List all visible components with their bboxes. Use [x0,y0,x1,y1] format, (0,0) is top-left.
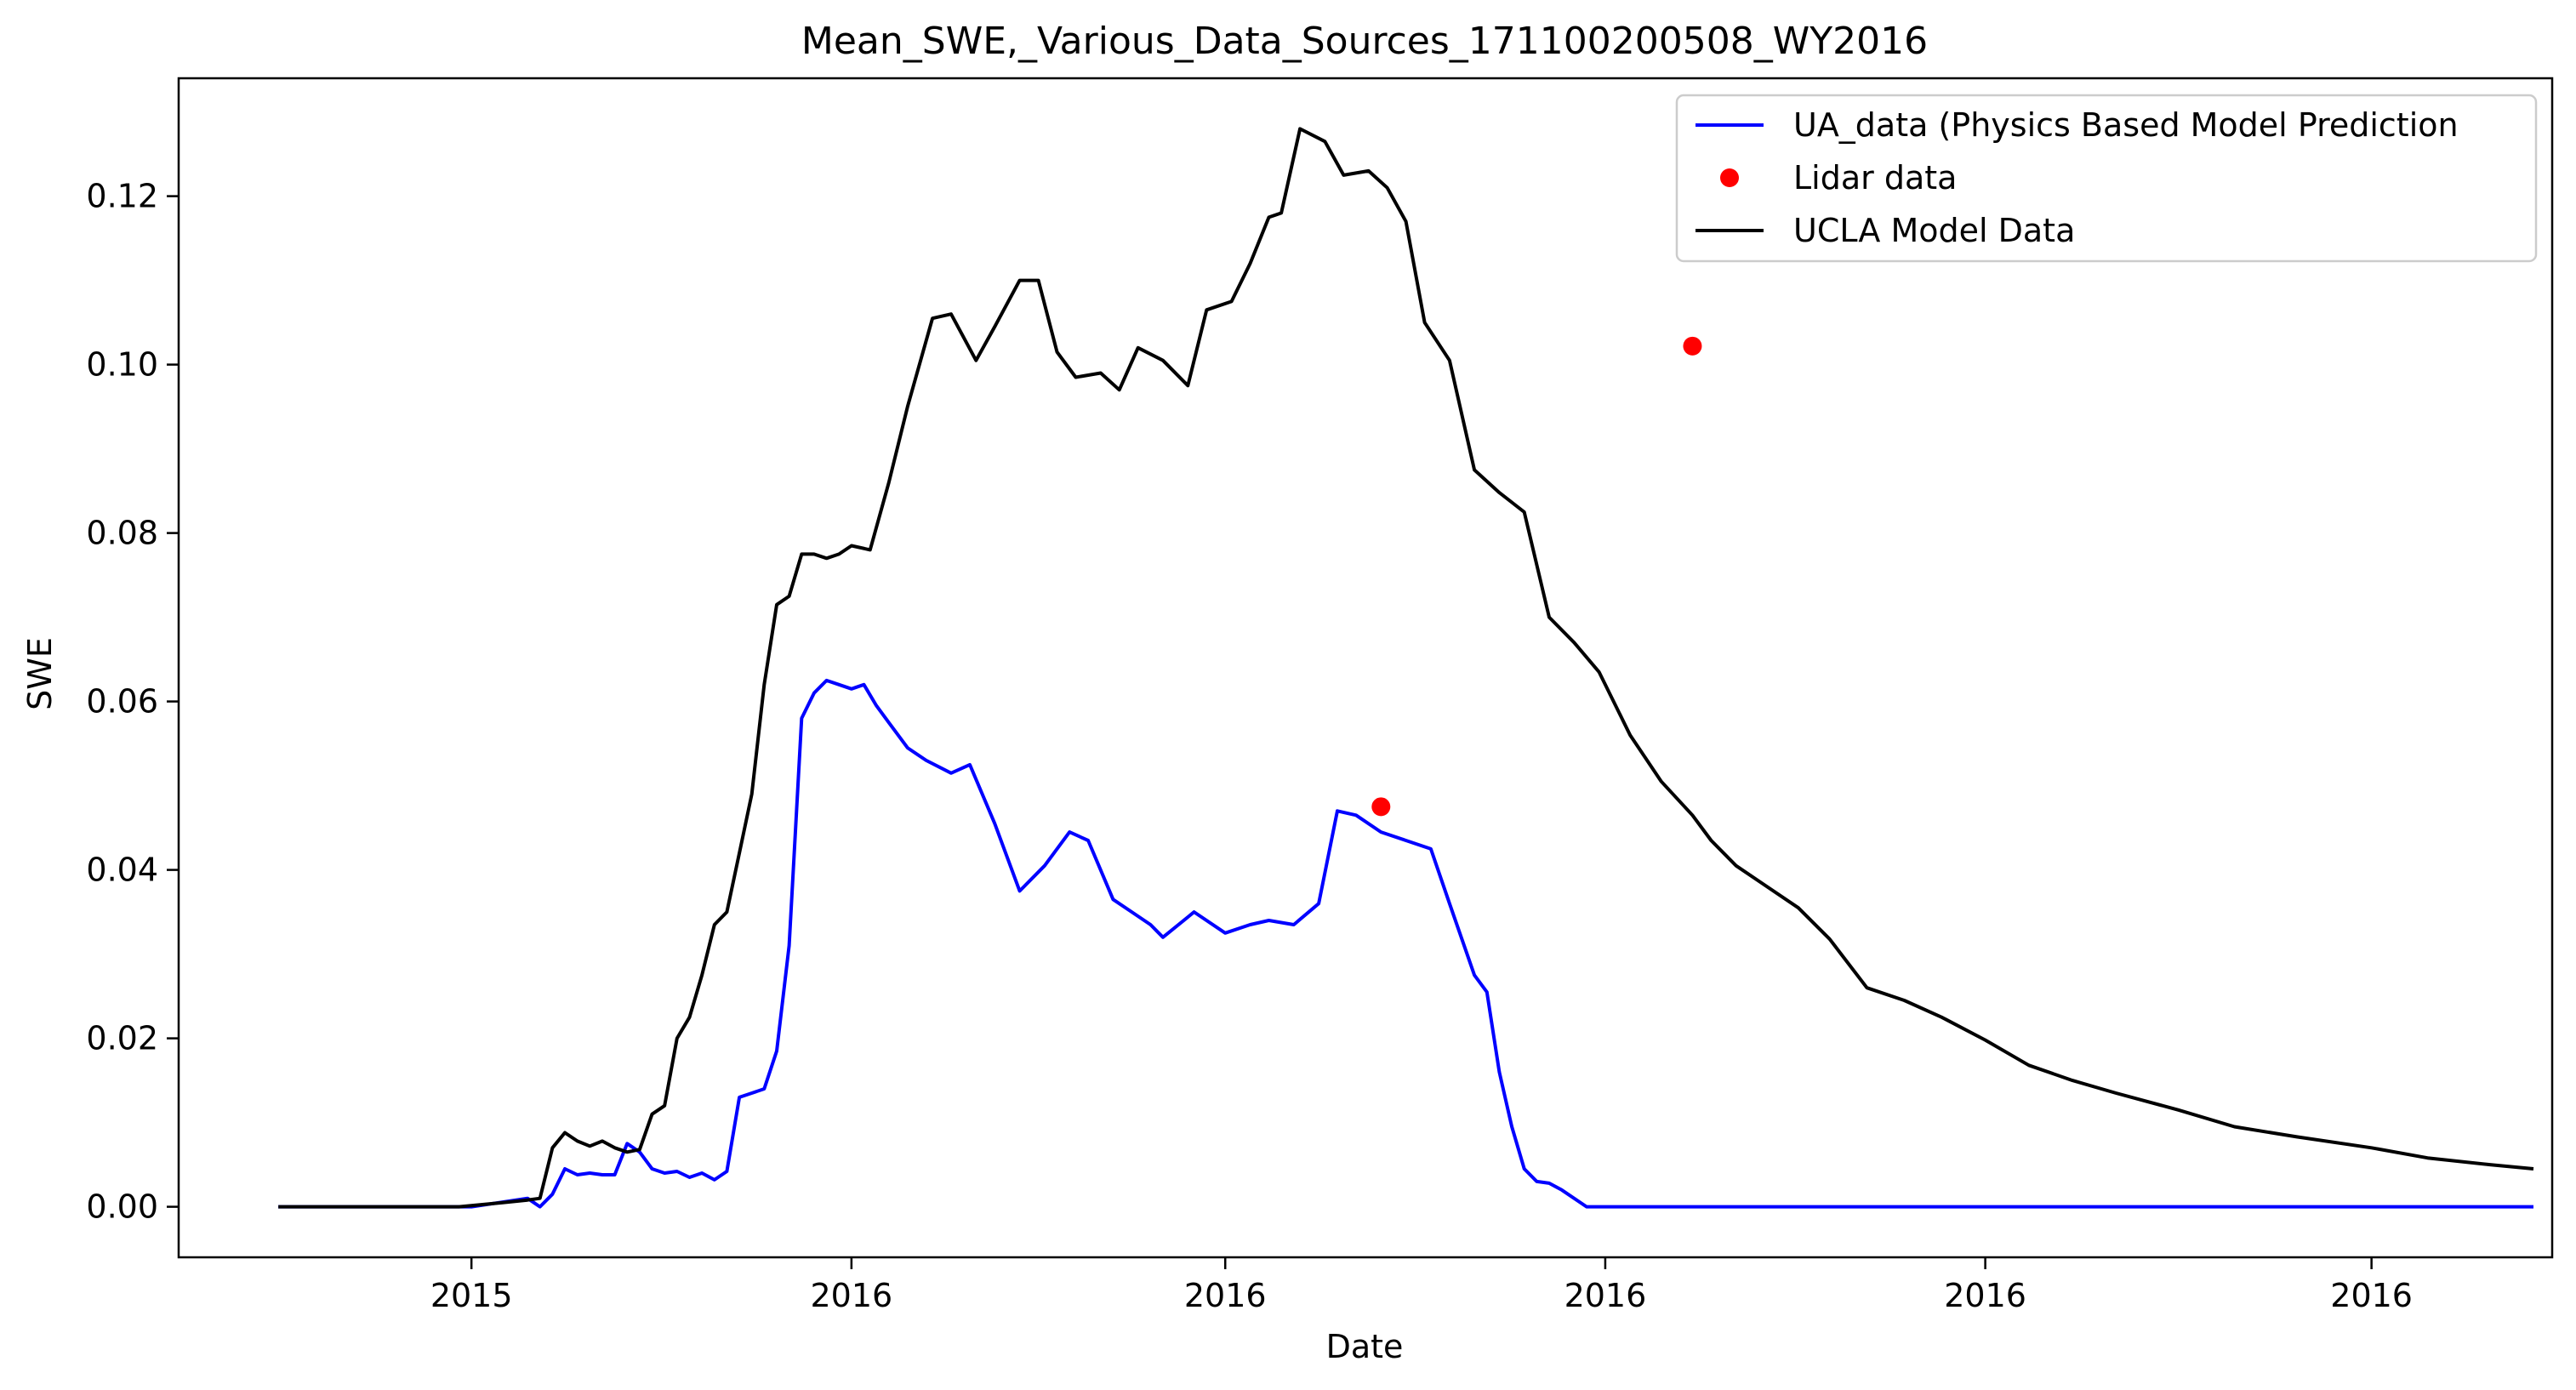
y-axis: 0.00 0.02 0.04 0.06 0.08 0.10 0.12 [86,178,179,1226]
x-tick-label: 2016 [1944,1277,2026,1314]
legend-label-ucla: UCLA Model Data [1793,212,2075,249]
x-tick-label: 2016 [811,1277,893,1314]
y-tick-label: 0.12 [86,178,158,215]
x-tick-label: 2016 [1184,1277,1267,1314]
x-axis: 2015 2016 2016 2016 2016 2016 [430,1257,2413,1314]
legend-swatch-lidar [1720,168,1739,187]
series-line-ua-data [278,678,2533,1209]
series-layer [278,127,2534,1209]
x-axis-label: Date [1326,1328,1404,1365]
y-tick-label: 0.06 [86,683,158,721]
lidar-point [1683,336,1702,356]
series-line-ucla-model [278,127,2534,1209]
y-tick-label: 0.10 [86,346,158,384]
y-tick-label: 0.02 [86,1020,158,1057]
legend-box [1675,94,2538,263]
legend-label-lidar: Lidar data [1793,159,1957,197]
plot-frame [177,77,2554,1259]
legend: UA_data (Physics Based Model Prediction … [1675,94,2538,263]
y-tick-label: 0.00 [86,1188,158,1226]
y-axis-label: SWE [21,637,59,710]
x-tick-label: 2016 [2330,1277,2413,1314]
lidar-point [1371,797,1391,817]
x-tick-label: 2016 [1564,1277,1647,1314]
x-tick-label: 2015 [430,1277,513,1314]
chart-title: Mean_SWE,_Various_Data_Sources_171100200… [801,20,1928,63]
legend-label-ua-data: UA_data (Physics Based Model Prediction [1793,106,2459,144]
y-tick-label: 0.04 [86,852,158,889]
y-tick-label: 0.08 [86,515,158,552]
plot-area [177,77,2554,1259]
